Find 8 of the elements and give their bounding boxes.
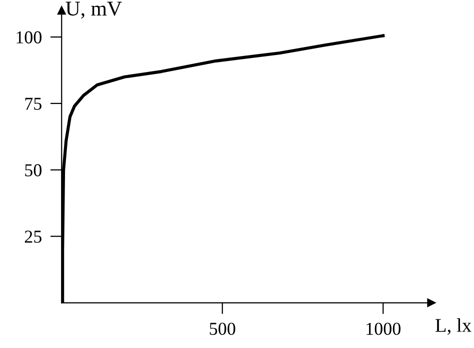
y-tick-label: 50 <box>25 164 42 176</box>
x-tick-label: 500 <box>210 322 236 335</box>
y-tick-label: 25 <box>24 230 42 243</box>
y-tick-label: 100 <box>16 31 42 44</box>
x-tick-label: 1000 <box>366 322 400 335</box>
x-axis-title: L, lx <box>435 318 472 335</box>
y-tick-label: 75 <box>25 98 42 110</box>
y-axis-title: U, mV <box>66 2 122 19</box>
